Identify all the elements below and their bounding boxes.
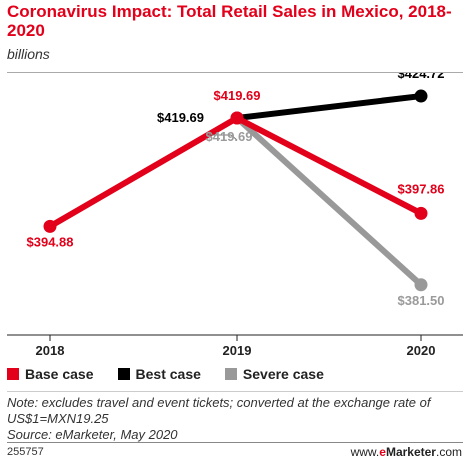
- brand-suffix: .com: [435, 445, 462, 459]
- point-base-case-2018: [43, 219, 57, 233]
- point-base-case-2019: [230, 111, 244, 125]
- footnote-note: Note: excludes travel and event tickets;…: [7, 395, 431, 426]
- footnote-source: Source: eMarketer, May 2020: [7, 427, 178, 442]
- legend-label-base-case: Base case: [25, 366, 94, 382]
- legend-item-base-case: Base case: [7, 366, 94, 382]
- data-label-base-case-2020: $397.86: [398, 181, 445, 196]
- brand-logo[interactable]: www.eMarketer.com: [351, 445, 462, 459]
- data-label-base-case-2018: $394.88: [27, 234, 74, 249]
- line-chart: 2018 2019 2020 $394.88 $419.69 $397.86 $419.69…: [7, 73, 463, 358]
- data-label-severe-case-2020: $381.50: [398, 293, 445, 308]
- brand-mark: e: [379, 445, 386, 459]
- point-severe-case-2020: [414, 278, 428, 292]
- legend-label-best-case: Best case: [135, 366, 201, 382]
- leader-severe-2019: [230, 134, 238, 141]
- legend-swatch-severe-case: [224, 368, 237, 380]
- legend-swatch-best-case: [117, 368, 130, 380]
- footer-divider: [7, 442, 463, 443]
- legend-item-best-case: Best case: [117, 366, 201, 382]
- series-line-severe-case: [234, 115, 424, 288]
- chart-id: 255757: [7, 446, 44, 458]
- footnote: Note: excludes travel and event tickets;…: [7, 395, 467, 443]
- series-line-best-case: [234, 93, 424, 122]
- data-label-best-case-2019: $419.69: [157, 110, 204, 125]
- point-base-case-2020: [414, 206, 428, 220]
- brand-name: Marketer: [385, 445, 436, 459]
- point-best-case-2020: [414, 89, 428, 103]
- chart-title: Coronavirus Impact: Total Retail Sales i…: [7, 2, 452, 40]
- data-label-best-case-2020: $424.72: [398, 73, 445, 81]
- x-tick-label-2018: 2018: [36, 343, 65, 358]
- chart-subtitle: billions: [7, 46, 50, 62]
- legend-swatch-base-case: [7, 368, 19, 380]
- legend-item-severe-case: Severe case: [224, 366, 324, 382]
- legend-label-severe-case: Severe case: [242, 366, 324, 382]
- data-label-severe-case-2019: $419.69: [206, 129, 253, 144]
- chart-legend: Base case Best case Severe case: [7, 364, 348, 384]
- title-divider: [7, 72, 463, 73]
- notes-divider: [7, 391, 463, 392]
- x-tick-label-2019: 2019: [223, 343, 252, 358]
- brand-prefix: www.: [350, 445, 380, 459]
- data-label-base-case-2019: $419.69: [214, 88, 261, 103]
- x-tick-label-2020: 2020: [407, 343, 436, 358]
